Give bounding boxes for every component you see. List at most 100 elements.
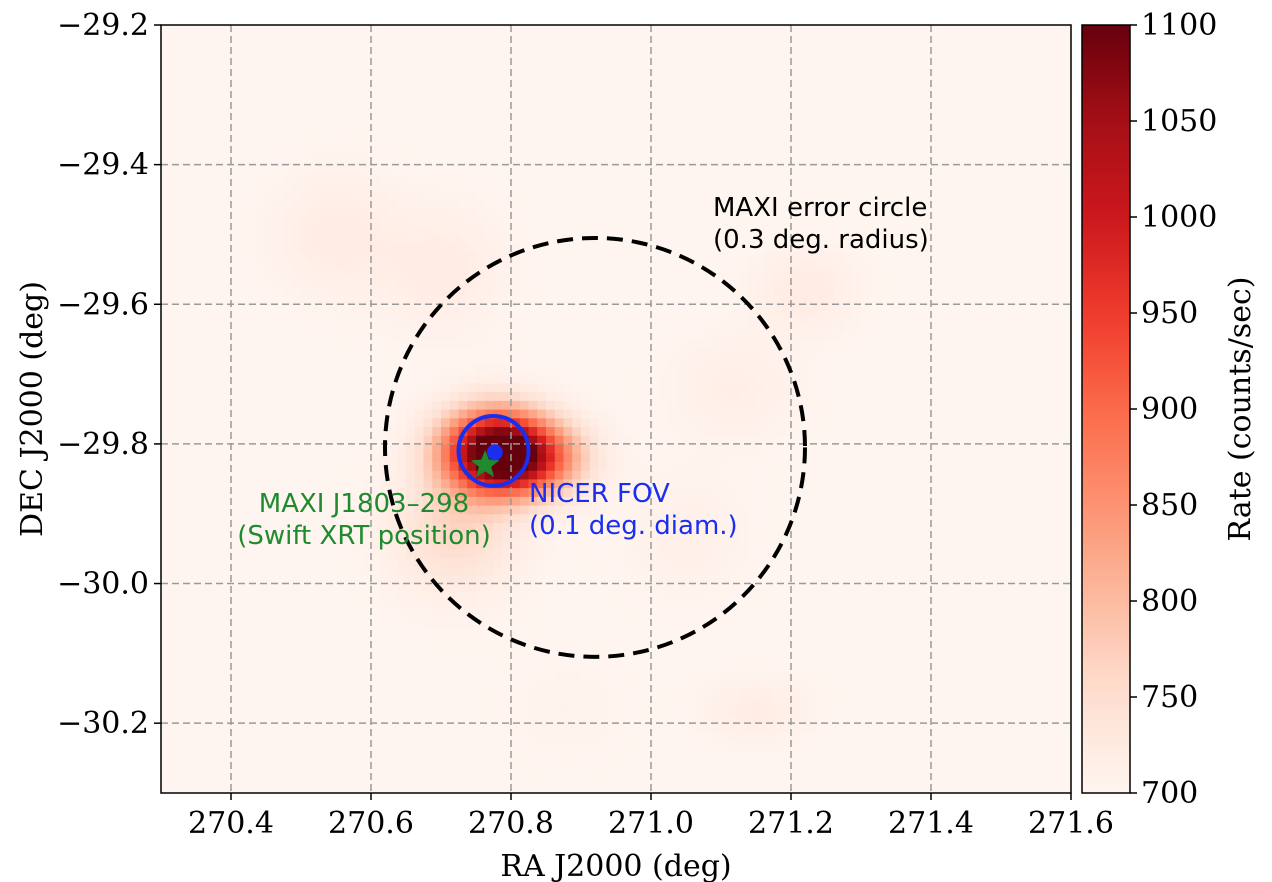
heatmap-cell	[336, 505, 346, 515]
heatmap-cell	[257, 435, 267, 445]
heatmap-cell	[624, 697, 635, 707]
heatmap-cell	[546, 461, 556, 471]
heatmap-cell	[441, 225, 451, 236]
heatmap-cell	[327, 25, 337, 35]
heatmap-cell	[537, 129, 547, 140]
heatmap-cell	[266, 199, 276, 209]
heatmap-cell	[274, 627, 285, 637]
heatmap-cell	[642, 94, 652, 105]
heatmap-cell	[589, 321, 600, 332]
heatmap-cell	[388, 662, 398, 672]
heatmap-cell	[458, 487, 468, 497]
heatmap-cell	[231, 339, 241, 349]
heatmap-cell	[301, 25, 311, 35]
heatmap-cell	[318, 260, 328, 270]
heatmap-cell	[502, 77, 512, 87]
heatmap-cell	[336, 391, 346, 401]
heatmap-cell	[414, 461, 425, 471]
heatmap-cell	[484, 59, 495, 70]
heatmap-cell	[371, 365, 381, 375]
heatmap-cell	[589, 304, 600, 314]
heatmap-cell	[397, 539, 407, 550]
heatmap-cell	[196, 426, 206, 436]
heatmap-cell	[283, 513, 293, 524]
heatmap-cell	[537, 339, 547, 349]
heatmap-cell	[187, 461, 197, 471]
heatmap-cell	[283, 705, 293, 716]
heatmap-cell	[414, 618, 425, 628]
heatmap-cell	[458, 496, 468, 506]
heatmap-cell	[222, 566, 232, 576]
heatmap-cell	[563, 94, 573, 105]
heatmap-cell	[327, 478, 337, 489]
heatmap-cell	[642, 147, 652, 157]
heatmap-cell	[589, 208, 600, 218]
heatmap-cell	[257, 199, 267, 209]
heatmap-cell	[467, 452, 477, 462]
heatmap-cell	[441, 112, 451, 122]
heatmap-cell	[598, 304, 608, 314]
heatmap-cell	[458, 77, 468, 87]
heatmap-cell	[301, 86, 311, 96]
heatmap-cell	[467, 731, 477, 742]
heatmap-cell	[449, 225, 460, 236]
heatmap-cell	[598, 295, 608, 305]
heatmap-cell	[213, 225, 223, 236]
heatmap-cell	[484, 225, 495, 236]
heatmap-cell	[554, 670, 565, 681]
heatmap-cell	[213, 243, 223, 253]
heatmap-cell	[301, 321, 311, 332]
heatmap-cell	[406, 347, 416, 358]
heatmap-cell	[266, 470, 276, 480]
heatmap-cell	[327, 505, 337, 515]
heatmap-cell	[467, 42, 477, 52]
heatmap-cell	[633, 347, 643, 358]
heatmap-cell	[607, 758, 617, 768]
heatmap-cell	[598, 155, 608, 166]
heatmap-cell	[581, 443, 591, 454]
heatmap-cell	[371, 697, 381, 707]
heatmap-cell	[572, 435, 582, 445]
heatmap-cell	[327, 487, 337, 497]
heatmap-cell	[362, 234, 372, 244]
heatmap-cell	[502, 147, 512, 157]
heatmap-cell	[546, 566, 556, 576]
heatmap-cell	[274, 365, 285, 375]
heatmap-cell	[371, 304, 381, 314]
heatmap-cell	[274, 321, 285, 332]
heatmap-cell	[502, 339, 512, 349]
heatmap-cell	[283, 243, 293, 253]
heatmap-cell	[589, 557, 600, 567]
heatmap-cell	[344, 347, 355, 358]
heatmap-cell	[458, 435, 468, 445]
heatmap-cell	[257, 225, 267, 236]
heatmap-cell	[213, 42, 223, 52]
heatmap-cell	[616, 138, 626, 148]
heatmap-cell	[589, 103, 600, 113]
heatmap-cell	[292, 173, 302, 183]
heatmap-cell	[388, 77, 398, 87]
heatmap-cell	[493, 775, 503, 785]
heatmap-cell	[406, 662, 416, 672]
heatmap-cell	[353, 775, 363, 785]
heatmap-cell	[187, 618, 197, 628]
heatmap-cell	[511, 697, 521, 707]
heatmap-cell	[651, 653, 661, 663]
heatmap-cell	[362, 278, 372, 288]
heatmap-cell	[292, 470, 302, 480]
heatmap-cell	[511, 627, 521, 637]
heatmap-cell	[309, 304, 320, 314]
heatmap-cell	[266, 583, 276, 593]
heatmap-cell	[379, 487, 390, 497]
heatmap-cell	[432, 627, 442, 637]
heatmap-cell	[362, 138, 372, 148]
heatmap-cell	[318, 112, 328, 122]
heatmap-cell	[624, 86, 635, 96]
heatmap-cell	[581, 662, 591, 672]
heatmap-cell	[213, 190, 223, 201]
heatmap-cell	[441, 208, 451, 218]
heatmap-cell	[239, 731, 250, 742]
heatmap-cell	[257, 583, 267, 593]
heatmap-cell	[257, 627, 267, 637]
heatmap-cell	[624, 635, 635, 646]
